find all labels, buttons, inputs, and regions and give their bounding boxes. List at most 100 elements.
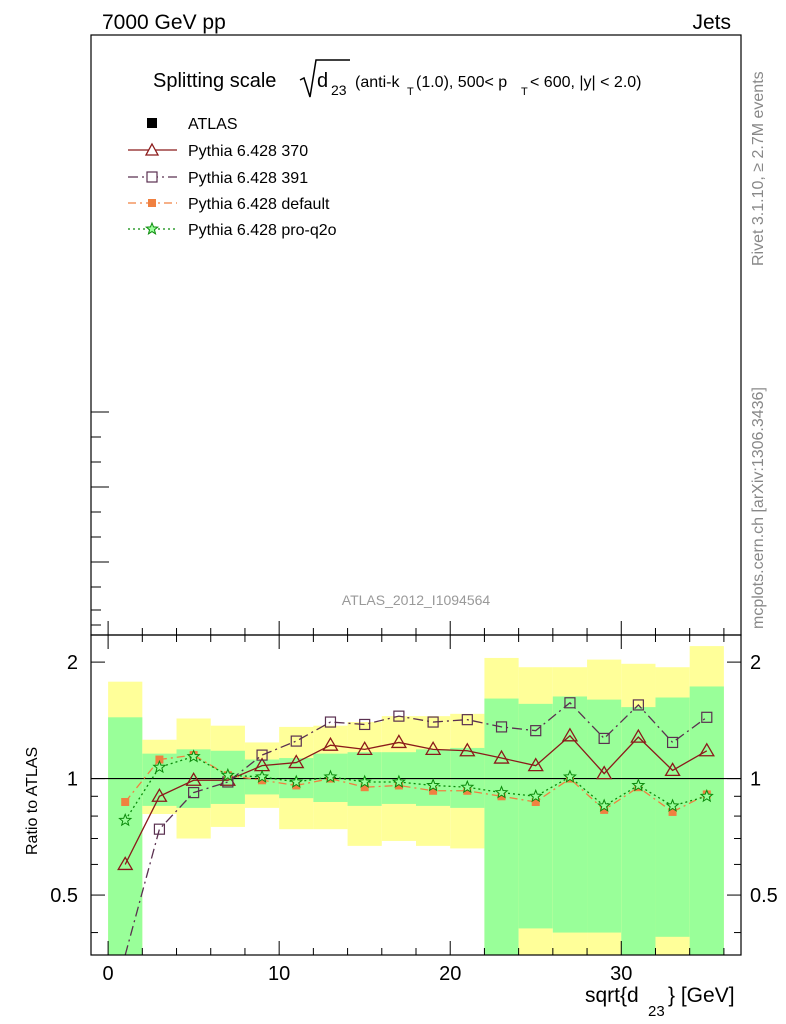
point-p391-17	[701, 711, 713, 723]
point-p370-16	[664, 762, 681, 777]
point-pq2o-16	[665, 798, 680, 812]
point-pdef-7	[360, 783, 369, 792]
point-p370-17	[698, 742, 715, 757]
point-pdef-5	[292, 781, 301, 790]
ratio-panel-ticks: 0 10 20 30 0.5 0.5 1 1 2 2	[50, 635, 778, 985]
point-pdef-9	[429, 786, 438, 795]
legend-entry-pdef: Pythia 6.428 default	[128, 196, 330, 213]
point-p370-10	[459, 742, 476, 757]
point-p391-16	[666, 736, 679, 749]
point-pq2o-2	[186, 749, 201, 763]
legend-label-p391: Pythia 6.428 391	[188, 170, 308, 187]
point-pdef-11	[497, 792, 506, 801]
band-inner-9	[416, 749, 451, 806]
ratio-y-axis-label: Ratio to ATLAS	[24, 747, 41, 855]
title-sqrt-sign	[299, 59, 350, 98]
x-axis-title-tail: } [GeV]	[668, 984, 735, 1007]
point-pq2o-7	[357, 774, 372, 788]
point-p391-10	[461, 714, 473, 726]
point-pq2o-10	[460, 779, 475, 794]
title-detail-2: (1.0), 500< p	[416, 74, 507, 91]
legend-entry-pq2o: Pythia 6.428 pro-q2o	[128, 221, 337, 239]
point-p391-12	[530, 725, 542, 737]
legend-label-pdef: Pythia 6.428 default	[188, 196, 330, 213]
point-pq2o-0	[118, 812, 133, 827]
point-p391-2	[188, 786, 200, 799]
point-pdef-14	[600, 805, 609, 814]
point-p370-11	[493, 749, 510, 764]
point-p370-1	[151, 787, 168, 802]
legend-marker-pdef	[148, 199, 156, 207]
point-pdef-16	[668, 807, 677, 816]
legend-label-pq2o: Pythia 6.428 pro-q2o	[188, 222, 337, 239]
point-pdef-0	[121, 797, 130, 806]
point-pdef-12	[531, 797, 540, 806]
y-tick-label-left-1: 1	[67, 769, 78, 791]
point-pq2o-8	[391, 774, 406, 788]
band-inner-11	[484, 698, 519, 955]
series-line-pdef	[124, 754, 708, 813]
band-inner-15	[621, 707, 656, 955]
y-tick-label-right-1: 1	[750, 769, 761, 791]
series-line-p391	[124, 701, 708, 956]
series-line-pq2o	[124, 755, 707, 821]
rivet-version-label: Rivet 3.1.10, ≥ 2.7M events	[750, 71, 767, 266]
mcplots-label: mcplots.cern.ch [arXiv:1306.3436]	[750, 387, 767, 629]
point-p391-6	[324, 716, 337, 728]
point-pq2o-5	[289, 774, 304, 788]
band-inner-14	[587, 699, 622, 933]
legend-label-p370: Pythia 6.428 370	[188, 143, 308, 160]
point-p370-6	[322, 736, 339, 751]
point-pdef-10	[463, 786, 472, 795]
legend-marker-p391	[146, 171, 158, 183]
point-pq2o-9	[426, 778, 441, 792]
band-inner-0	[108, 717, 143, 955]
legend: ATLAS Pythia 6.428 370 Pythia 6.428 391 …	[128, 116, 337, 239]
point-p370-9	[424, 741, 442, 755]
band-inner-16	[655, 697, 690, 937]
point-p391-5	[290, 735, 302, 747]
point-pdef-8	[394, 781, 403, 790]
point-p391-11	[495, 721, 508, 733]
x-axis-title-sub: 23	[648, 1003, 665, 1020]
point-p391-1	[153, 823, 166, 835]
point-p370-13	[561, 727, 579, 742]
point-pq2o-6	[323, 769, 338, 783]
x-tick-label-0: 0	[103, 963, 114, 985]
band-inner-17	[689, 686, 724, 955]
point-p391-13	[564, 697, 576, 709]
legend-marker-p370	[144, 142, 160, 156]
plot-title: Splitting scale d 23 (anti-k T (1.0), 50…	[153, 59, 642, 98]
point-p370-2	[185, 771, 202, 786]
title-detail-2-sub: T	[521, 86, 528, 98]
point-p370-14	[596, 765, 613, 780]
title-detail-1: (anti-k	[355, 74, 400, 91]
series-line-p370	[124, 734, 708, 865]
band-inner-10	[450, 747, 485, 808]
point-p391-4	[256, 749, 268, 761]
legend-marker-atlas	[147, 118, 157, 128]
y-tick-label-right-2: 2	[750, 652, 761, 674]
point-p391-7	[359, 718, 371, 731]
band-inner-12	[518, 703, 553, 929]
point-pq2o-14	[597, 798, 612, 812]
legend-entry-p370: Pythia 6.428 370	[128, 142, 308, 160]
legend-entry-p391: Pythia 6.428 391	[128, 170, 308, 187]
header-jets-label: Jets	[692, 11, 731, 34]
title-sqrt-arg: d	[317, 70, 328, 92]
point-pdef-4	[258, 776, 267, 785]
legend-label-atlas: ATLAS	[188, 116, 238, 133]
point-p391-9	[427, 716, 439, 728]
point-p370-15	[630, 728, 647, 743]
point-p391-8	[393, 710, 405, 722]
point-pq2o-15	[631, 778, 646, 792]
y-tick-label-left-2: 2	[67, 652, 78, 674]
title-detail-3: < 600, |y| < 2.0)	[530, 74, 642, 91]
point-pq2o-11	[494, 785, 509, 799]
point-pq2o-12	[528, 788, 543, 803]
x-tick-label-30: 30	[610, 963, 632, 985]
uncertainty-bands	[108, 646, 724, 955]
series-layer	[117, 697, 715, 956]
point-pq2o-1	[152, 759, 167, 774]
